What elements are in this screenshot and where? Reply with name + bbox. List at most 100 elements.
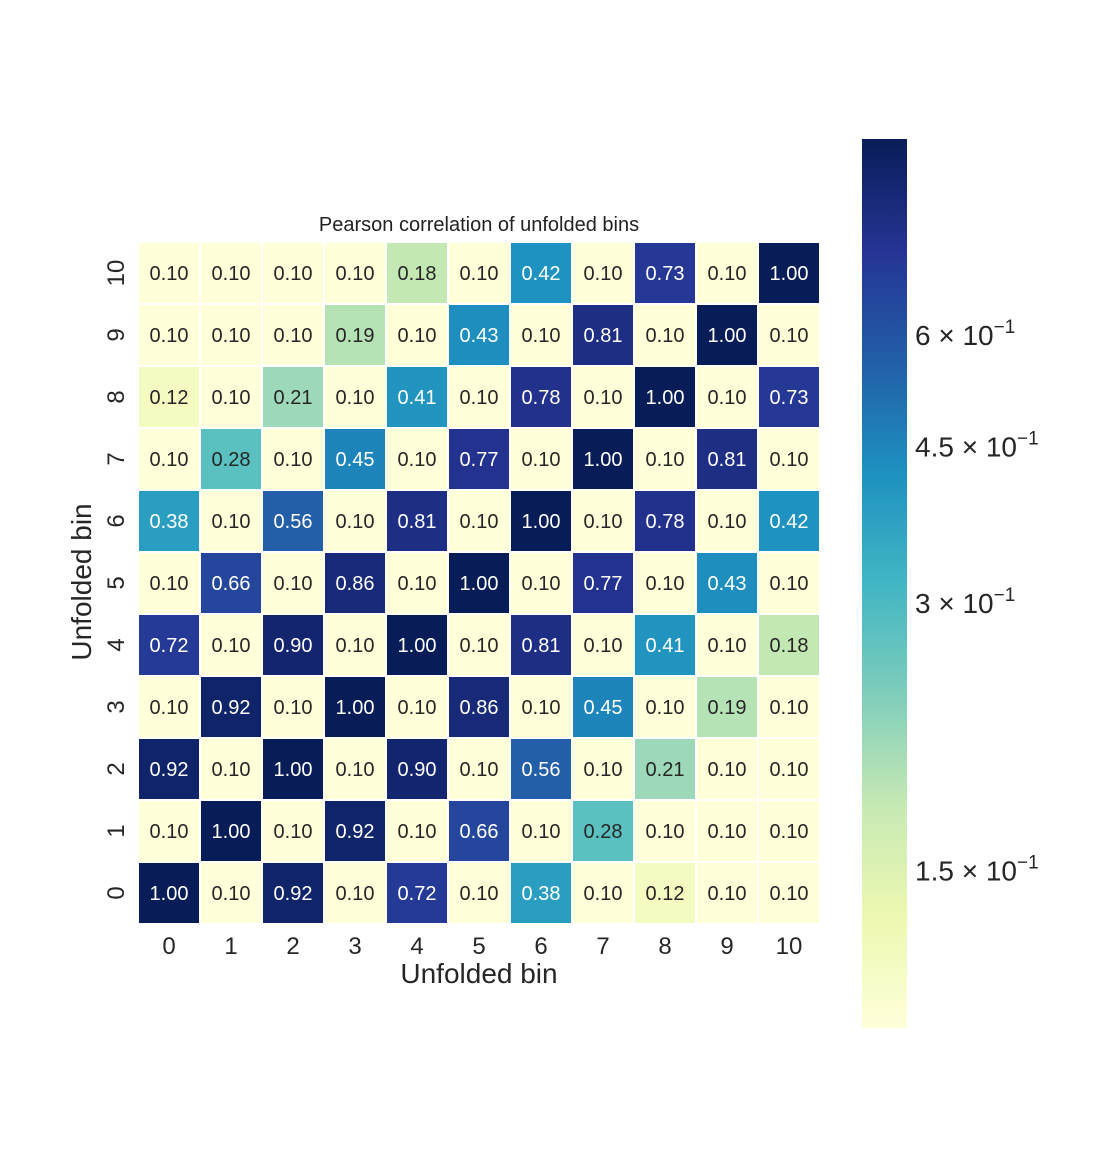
x-tick-label: 2 [286, 933, 299, 960]
cell-value-label: 0.10 [708, 759, 747, 781]
heatmap-cell [199, 675, 263, 739]
cell-value-label: 0.90 [398, 759, 437, 781]
heatmap-cell [757, 675, 821, 739]
cell-value-label: 0.10 [460, 263, 499, 285]
cell-value-label: 0.72 [398, 883, 437, 905]
heatmap-cell [385, 303, 449, 367]
cell-value-label: 0.10 [336, 387, 375, 409]
cell-value-label: 0.10 [584, 883, 623, 905]
heatmap-cell [385, 427, 449, 491]
cell-value-label: 0.56 [522, 759, 561, 781]
heatmap-cell [137, 613, 201, 677]
x-tick-label: 0 [162, 933, 175, 960]
x-tick-label: 9 [720, 933, 733, 960]
cell-value-label: 1.00 [646, 387, 685, 409]
cell-value-label: 0.10 [212, 635, 251, 657]
heatmap-cell [199, 365, 263, 429]
cell-value-label: 0.10 [584, 387, 623, 409]
cell-value-label: 0.10 [212, 263, 251, 285]
cell-value-label: 0.12 [646, 883, 685, 905]
cell-value-label: 0.10 [770, 449, 809, 471]
heatmap-cell [261, 241, 325, 305]
x-tick-label: 4 [410, 933, 423, 960]
heatmap-cell [757, 365, 821, 429]
heatmap-cell [757, 861, 821, 925]
y-tick-label: 6 [103, 514, 130, 527]
cell-value-label: 0.10 [522, 449, 561, 471]
cell-value-label: 0.77 [460, 449, 499, 471]
cell-value-label: 0.81 [398, 511, 437, 533]
cell-value-label: 0.10 [460, 387, 499, 409]
cell-value-label: 0.21 [274, 387, 313, 409]
cell-value-label: 0.73 [646, 263, 685, 285]
cell-value-label: 0.10 [212, 387, 251, 409]
cell-value-label: 0.10 [274, 573, 313, 595]
cell-value-label: 0.10 [708, 883, 747, 905]
cell-value-label: 0.10 [770, 883, 809, 905]
cell-value-label: 0.10 [274, 325, 313, 347]
cell-value-label: 0.66 [460, 821, 499, 843]
cell-value-label: 0.43 [460, 325, 499, 347]
heatmap-cell [571, 799, 635, 863]
heatmap-cell [323, 241, 387, 305]
heatmap-cell [695, 489, 759, 553]
cell-value-label: 0.10 [336, 263, 375, 285]
cell-value-label: 0.86 [460, 697, 499, 719]
cell-value-label: 0.73 [770, 387, 809, 409]
cell-value-label: 0.10 [212, 759, 251, 781]
heatmap-cell [447, 427, 511, 491]
cell-value-label: 0.12 [150, 387, 189, 409]
cell-value-label: 0.10 [460, 511, 499, 533]
y-tick-label: 0 [103, 886, 130, 899]
cell-value-label: 0.78 [522, 387, 561, 409]
y-tick-label: 2 [103, 762, 130, 775]
heatmap-cell [385, 861, 449, 925]
cell-value-label: 0.10 [584, 759, 623, 781]
cell-value-label: 0.28 [212, 449, 251, 471]
cell-value-label: 0.10 [708, 821, 747, 843]
cell-value-label: 0.10 [584, 511, 623, 533]
cell-value-label: 0.10 [150, 325, 189, 347]
cell-value-label: 0.10 [460, 759, 499, 781]
cell-value-label: 0.10 [398, 821, 437, 843]
cell-value-label: 0.10 [770, 325, 809, 347]
heatmap-cell [323, 303, 387, 367]
cell-value-label: 0.18 [770, 635, 809, 657]
cell-value-label: 0.10 [336, 883, 375, 905]
cell-value-label: 0.10 [274, 697, 313, 719]
x-tick-label: 6 [534, 933, 547, 960]
cell-value-label: 0.10 [460, 635, 499, 657]
x-tick-label: 5 [472, 933, 485, 960]
cell-value-label: 0.10 [212, 883, 251, 905]
cell-value-label: 0.28 [584, 821, 623, 843]
cell-value-label: 0.56 [274, 511, 313, 533]
cell-value-label: 0.10 [212, 325, 251, 347]
cell-value-label: 0.92 [150, 759, 189, 781]
colorbar-tick-label: 6 × 10−1 [915, 317, 1015, 351]
cell-value-label: 0.42 [522, 263, 561, 285]
heatmap-cell [509, 427, 573, 491]
colorbar-tick-label: 4.5 × 10−1 [915, 428, 1039, 462]
x-tick-label: 1 [224, 933, 237, 960]
heatmap-cell [261, 427, 325, 491]
cell-value-label: 0.38 [522, 883, 561, 905]
heatmap-cell [261, 303, 325, 367]
cell-value-label: 0.10 [584, 263, 623, 285]
heatmap-cell [261, 861, 325, 925]
cell-value-label: 0.21 [646, 759, 685, 781]
heatmap-cell [571, 365, 635, 429]
heatmap-cell [323, 613, 387, 677]
heatmap-cell [137, 303, 201, 367]
heatmap-cell [447, 241, 511, 305]
heatmap-cell [695, 365, 759, 429]
cell-value-label: 0.10 [708, 387, 747, 409]
heatmap-cell [633, 613, 697, 677]
cell-value-label: 0.10 [646, 573, 685, 595]
cell-value-label: 0.90 [274, 635, 313, 657]
heatmap-cell [509, 489, 573, 553]
heatmap-cell [633, 365, 697, 429]
cell-value-label: 0.43 [708, 573, 747, 595]
cell-value-label: 1.00 [584, 449, 623, 471]
heatmap-cell [757, 799, 821, 863]
